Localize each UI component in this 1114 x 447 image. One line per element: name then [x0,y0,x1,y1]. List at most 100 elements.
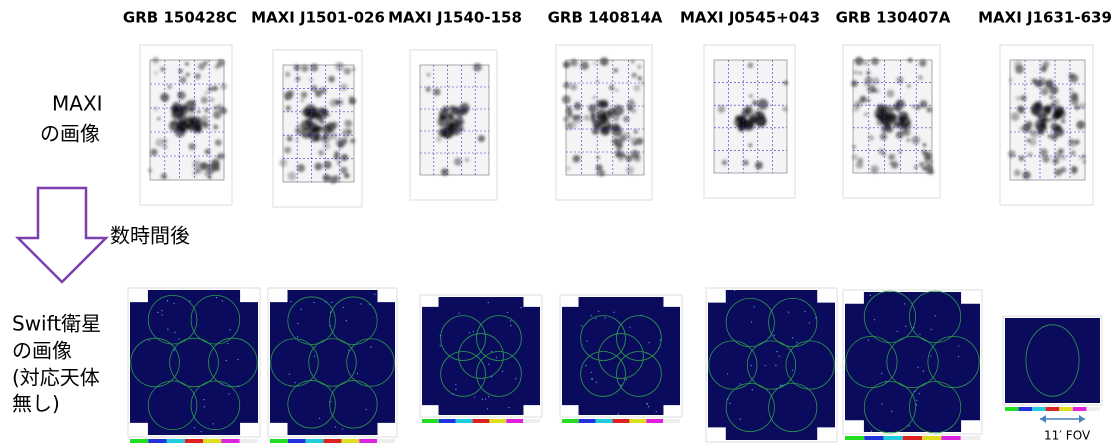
source [1038,113,1047,122]
photon [734,290,735,291]
photon [804,311,805,312]
column-title: MAXI J1631-639 [978,9,1112,27]
color-bar [1032,407,1046,411]
blob [919,162,924,167]
source [326,122,336,132]
blob [856,161,864,169]
blob [203,61,208,66]
maxi-image [556,45,652,200]
photon [729,403,730,404]
photon [917,367,918,368]
photon [727,373,728,374]
blob [152,57,159,64]
photon [179,338,180,339]
blob [749,143,753,147]
photon [629,326,630,327]
photon [189,301,190,302]
photon [753,306,754,307]
blob [1029,138,1037,146]
blob [859,71,862,74]
blob [197,110,200,113]
blob [323,142,330,149]
photon [508,407,509,408]
source [188,123,197,132]
photon [370,347,371,348]
blob [631,72,637,78]
blob [889,155,893,159]
photon [474,396,475,397]
photon [739,383,740,384]
photon [776,351,777,352]
source [613,105,624,116]
photon [769,336,770,337]
photon [596,382,597,383]
color-bar [359,439,377,443]
blob [641,82,644,85]
field [845,292,980,432]
swift-image [420,295,542,423]
photon [201,431,202,432]
photon [641,315,642,316]
field [270,290,395,435]
blob [567,166,571,170]
row-label: MAXI [52,92,103,116]
blob [200,162,208,170]
blob [285,72,290,77]
photon [891,411,892,412]
swift-image [560,295,682,423]
blob [342,138,347,143]
blob [1008,150,1016,158]
blob [863,61,867,65]
blob [196,169,199,172]
swift-image [843,290,982,440]
blob [592,95,596,99]
photon [626,379,627,380]
blob [301,65,308,72]
blob [1070,88,1073,91]
blob [285,97,288,100]
photon [780,385,781,386]
color-bar [456,419,473,423]
row-label: の画像 [40,122,100,146]
photon [237,359,238,360]
blob [433,88,440,95]
photon [775,365,776,366]
blob [633,129,638,134]
blob [314,162,322,170]
blob [150,149,157,156]
source [1040,122,1045,127]
photon [455,389,456,390]
photon [221,383,222,384]
source [301,119,312,130]
column-title: GRB 150428C [123,9,237,27]
photon [330,312,331,313]
blob [344,120,352,128]
photon [330,401,331,402]
blob [168,85,172,89]
blob [340,166,347,173]
blob [630,99,634,103]
color-bar [167,439,185,443]
color-bar [306,439,324,443]
swift-image [268,288,397,443]
photon [905,326,906,327]
blob [919,59,926,66]
photon [658,347,659,348]
column-title: MAXI J1540-158 [388,9,522,27]
photon [325,301,326,302]
photon [491,376,492,377]
blob [186,73,190,77]
photon [289,374,290,375]
blob [427,73,430,76]
source [757,99,768,110]
blob [872,77,879,84]
blob [213,111,221,119]
source [588,104,597,113]
blob [854,101,861,108]
blob [155,138,163,146]
blob [626,166,634,174]
swift-image [706,288,837,443]
source [898,111,908,121]
photon [459,313,460,314]
color-bar [270,439,288,443]
